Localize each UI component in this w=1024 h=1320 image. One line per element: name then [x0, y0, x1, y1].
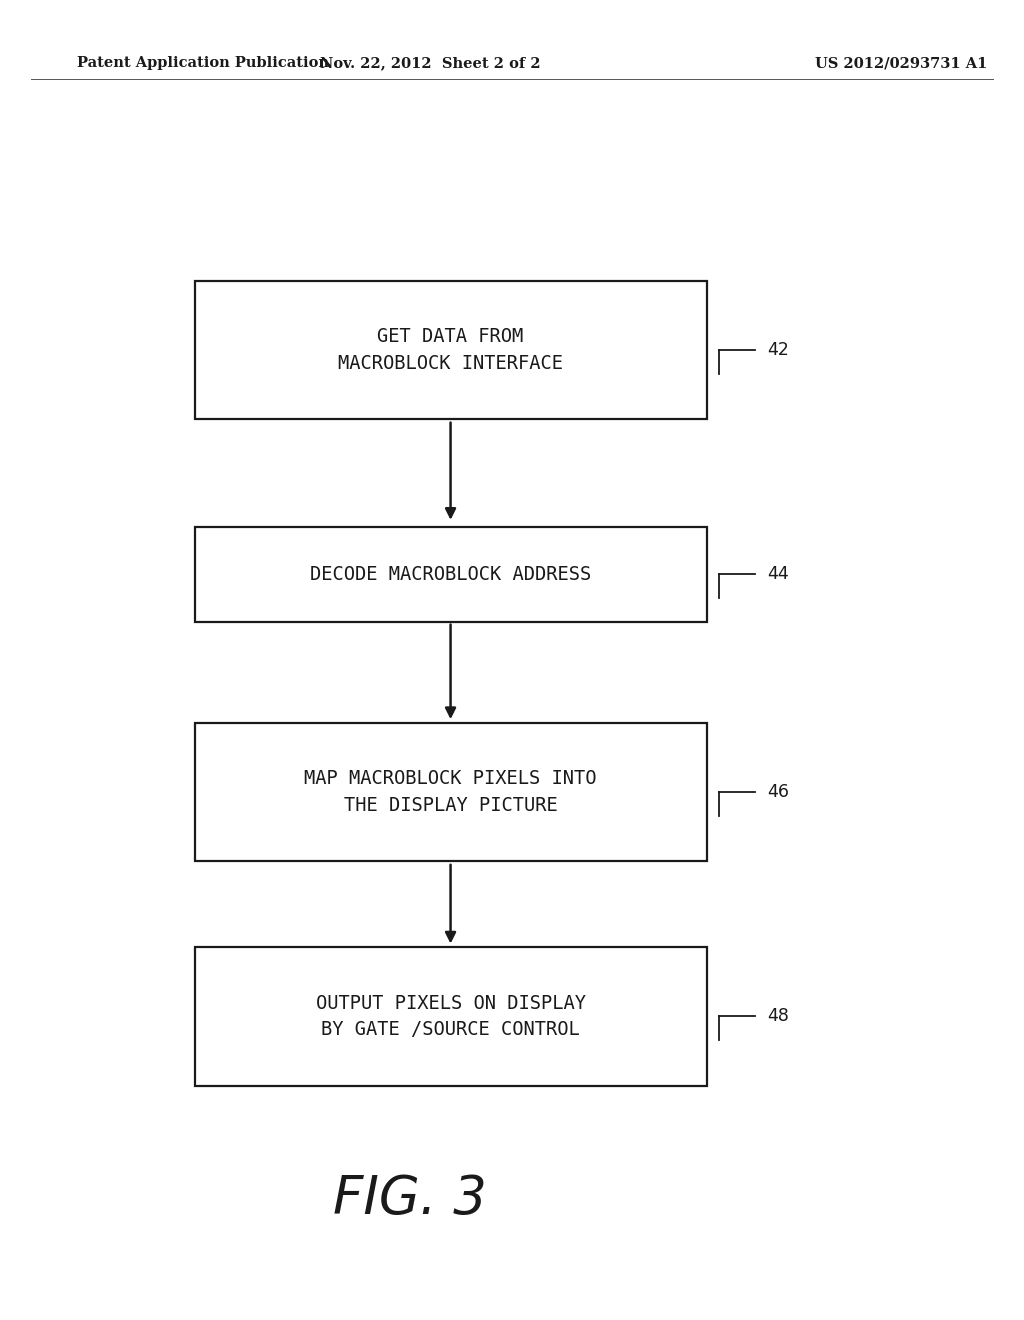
Text: MAP MACROBLOCK PIXELS INTO
THE DISPLAY PICTURE: MAP MACROBLOCK PIXELS INTO THE DISPLAY P… — [304, 770, 597, 814]
Text: OUTPUT PIXELS ON DISPLAY
BY GATE /SOURCE CONTROL: OUTPUT PIXELS ON DISPLAY BY GATE /SOURCE… — [315, 994, 586, 1039]
Bar — [195, 948, 707, 1085]
Bar — [195, 527, 707, 622]
Text: Nov. 22, 2012  Sheet 2 of 2: Nov. 22, 2012 Sheet 2 of 2 — [319, 57, 541, 70]
Bar — [195, 281, 707, 420]
Text: GET DATA FROM
MACROBLOCK INTERFACE: GET DATA FROM MACROBLOCK INTERFACE — [338, 327, 563, 372]
Text: 46: 46 — [767, 783, 788, 801]
Text: DECODE MACROBLOCK ADDRESS: DECODE MACROBLOCK ADDRESS — [310, 565, 591, 583]
Text: 48: 48 — [767, 1007, 788, 1026]
Text: FIG. 3: FIG. 3 — [333, 1172, 486, 1225]
Text: 44: 44 — [767, 565, 788, 583]
Text: 42: 42 — [767, 341, 788, 359]
Bar — [195, 723, 707, 861]
Text: Patent Application Publication: Patent Application Publication — [77, 57, 329, 70]
Text: US 2012/0293731 A1: US 2012/0293731 A1 — [815, 57, 987, 70]
